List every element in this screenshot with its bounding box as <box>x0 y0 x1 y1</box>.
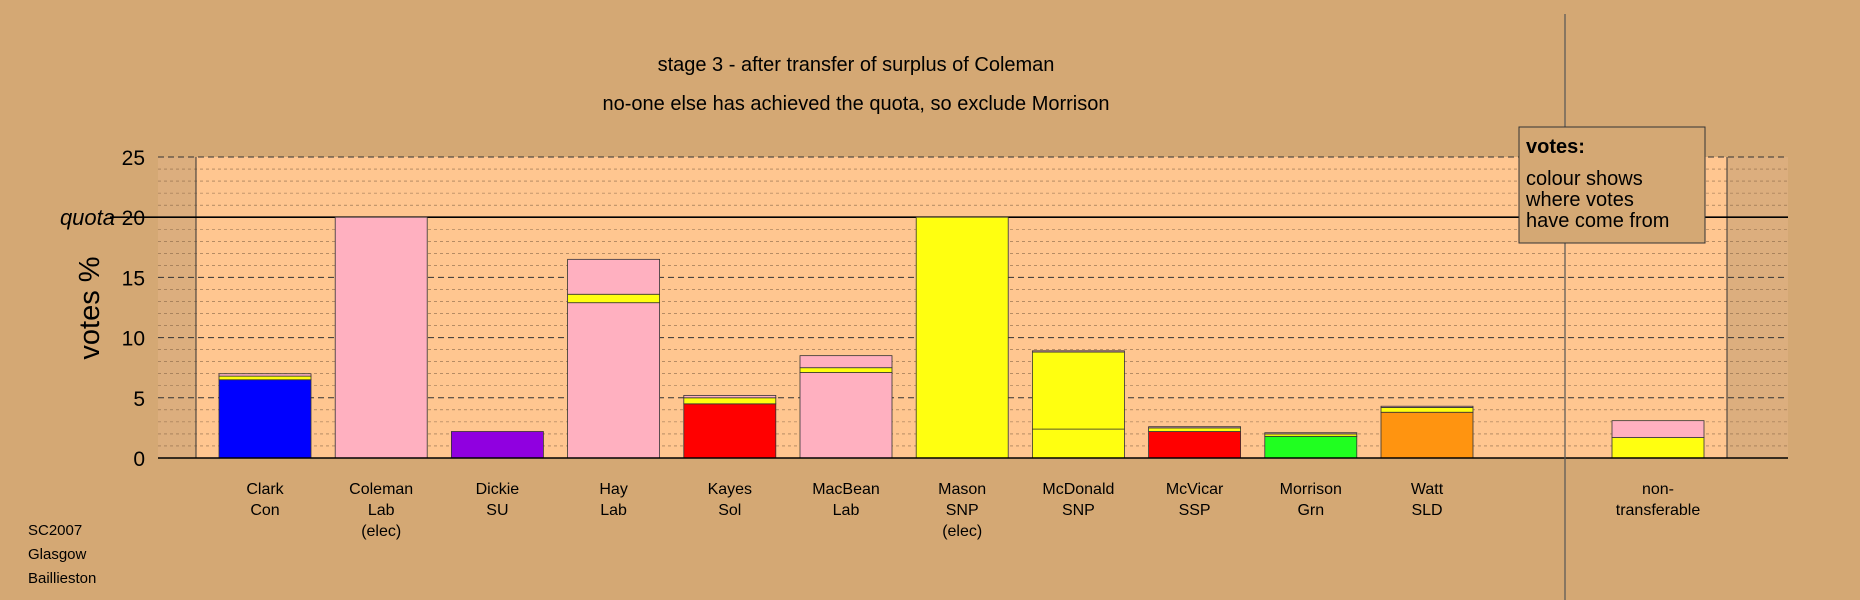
x-tick-label: Con <box>250 502 279 519</box>
bar-segment <box>799 355 893 369</box>
y-tick-label: 5 <box>133 388 145 411</box>
x-tick-label: Mason <box>938 481 986 498</box>
quota-label: quota <box>60 205 115 230</box>
bar-segment <box>334 216 428 459</box>
bar-segment <box>1380 407 1474 413</box>
footer-election: SC2007 <box>28 522 83 539</box>
bar-segment <box>567 293 660 304</box>
footer-region: Glasgow <box>28 546 87 563</box>
bar-segment <box>567 302 660 459</box>
x-tick-label: SNP <box>946 502 979 519</box>
bar-segment <box>218 375 312 381</box>
y-tick-label: 20 <box>122 207 145 230</box>
chart-title: stage 3 - after transfer of surplus of C… <box>658 54 1055 76</box>
bar-segment <box>1264 432 1358 435</box>
plot-side-right <box>1727 157 1788 458</box>
bar-segment <box>1148 427 1241 432</box>
nontransferable-bar-segment <box>1611 420 1705 438</box>
bar-segment <box>218 373 312 377</box>
bar-segment <box>567 258 660 295</box>
plot-side-left <box>158 157 196 458</box>
bar-segment <box>1032 350 1125 353</box>
y-tick-label: 10 <box>122 328 145 351</box>
x-tick-label: transferable <box>1616 502 1701 519</box>
legend-text: have come from <box>1526 210 1669 232</box>
footer-constituency: Baillieston <box>28 570 97 587</box>
legend-text: colour shows <box>1526 168 1643 190</box>
x-tick-label: Coleman <box>349 481 413 498</box>
x-tick-label: McDonald <box>1042 481 1114 498</box>
legend-text: where votes <box>1525 189 1634 211</box>
bar-segment <box>1032 351 1125 430</box>
bar-segment <box>1148 426 1241 429</box>
x-tick-label: SLD <box>1411 502 1442 519</box>
x-tick-label: non- <box>1642 481 1674 498</box>
legend-title: votes: <box>1526 136 1585 158</box>
bar-segment <box>683 394 777 399</box>
bar-segment <box>683 397 777 405</box>
y-tick-label: 25 <box>122 147 145 170</box>
x-tick-label: (elec) <box>361 523 401 540</box>
x-tick-label: Grn <box>1297 502 1324 519</box>
x-tick-label: (elec) <box>942 523 982 540</box>
x-tick-label: McVicar <box>1166 481 1224 498</box>
x-tick-label: SSP <box>1179 502 1211 519</box>
x-tick-label: SU <box>486 502 508 519</box>
x-tick-label: Hay <box>599 481 627 498</box>
x-tick-label: Morrison <box>1280 481 1342 498</box>
bar-segment <box>1148 431 1241 459</box>
bar-segment <box>799 372 893 459</box>
bar-segment <box>450 431 544 459</box>
bar-segment <box>1032 428 1125 459</box>
x-tick-label: Clark <box>246 481 284 498</box>
bar-segment <box>1264 435 1358 459</box>
x-tick-label: Dickie <box>476 481 520 498</box>
bar-segment <box>1380 411 1474 459</box>
legend-box <box>1518 126 1706 244</box>
x-tick-label: Kayes <box>708 481 752 498</box>
y-tick-label: 0 <box>133 448 145 471</box>
bar-segment <box>915 216 1009 459</box>
x-tick-label: Watt <box>1411 481 1444 498</box>
x-tick-label: Lab <box>600 502 627 519</box>
x-tick-label: SNP <box>1062 502 1095 519</box>
bar-segment <box>799 367 893 373</box>
x-tick-label: Sol <box>718 502 741 519</box>
x-tick-label: Lab <box>833 502 860 519</box>
chart-subtitle: no-one else has achieved the quota, so e… <box>603 93 1110 115</box>
bar-segment <box>1380 405 1474 408</box>
bar-segment <box>683 403 777 459</box>
x-tick-label: Lab <box>368 502 395 519</box>
nontransferable-bar-segment <box>1611 437 1705 459</box>
y-axis-label: votes % <box>74 256 106 359</box>
x-tick-label: MacBean <box>812 481 880 498</box>
bar-segment <box>218 379 312 459</box>
y-tick-label: 15 <box>122 267 145 290</box>
